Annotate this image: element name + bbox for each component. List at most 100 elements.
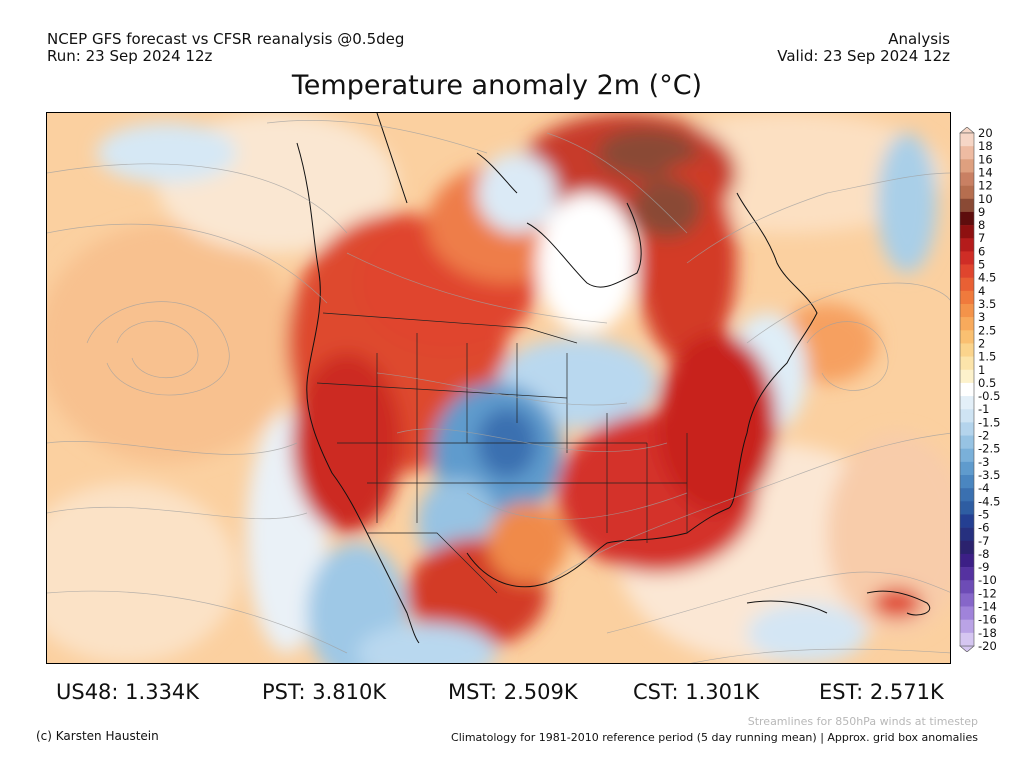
colorbar-swatch: [960, 553, 974, 568]
colorbar-label: -1: [978, 402, 989, 416]
colorbar-label: -8: [978, 547, 989, 561]
colorbar-frame: [959, 132, 975, 647]
regional-stats: US48: 1.334K PST: 3.810K MST: 2.509K CST…: [0, 679, 1024, 705]
colorbar-swatch: [960, 146, 974, 160]
colorbar-label: -12: [978, 586, 997, 600]
colorbar-swatch: [960, 369, 974, 384]
colorbar-swatch: [960, 619, 974, 634]
colorbar-swatch: [960, 356, 974, 371]
anomaly-map-graphic: [47, 113, 950, 663]
copyright: (c) Karsten Haustein: [36, 729, 159, 743]
colorbar-label: 3.5: [978, 297, 996, 311]
colorbar-label: 0.5: [978, 376, 996, 390]
colorbar-swatch: [960, 277, 974, 292]
colorbar-label: -16: [978, 613, 997, 627]
colorbar-label: -4.5: [978, 494, 1000, 508]
colorbar-label: -3.5: [978, 468, 1000, 482]
colorbar-label: -9: [978, 560, 989, 574]
colorbar-swatch: [960, 475, 974, 489]
model-description: NCEP GFS forecast vs CFSR reanalysis @0.…: [47, 30, 405, 48]
colorbar-swatch: [960, 172, 974, 186]
anomaly-field: [47, 113, 950, 663]
colorbar-swatch: [960, 211, 974, 226]
anomaly-map: [46, 112, 951, 664]
colorbar-label: 4.5: [978, 271, 996, 285]
colorbar-swatch: [960, 396, 974, 410]
colorbar-min-arrow: [959, 645, 975, 653]
colorbar-swatch: [960, 304, 974, 318]
analysis-label: Analysis: [888, 30, 950, 48]
colorbar-label: 5: [978, 258, 985, 272]
colorbar-swatch: [960, 225, 974, 239]
colorbar-label: 10: [978, 192, 993, 206]
colorbar-label: -7: [978, 534, 989, 548]
colorbar-swatch: [960, 185, 974, 200]
colorbar-label: 1: [978, 363, 985, 377]
colorbar-swatch: [960, 488, 974, 502]
coastlines: [296, 113, 930, 644]
colorbar-label: -2: [978, 429, 989, 443]
colorbar-swatch: [960, 593, 974, 607]
colorbar-label: 18: [978, 139, 993, 153]
stat-cst: CST: 1.301K: [633, 680, 760, 704]
colorbar-label: -10: [978, 573, 997, 587]
colorbar-swatch: [960, 632, 974, 647]
colorbar-swatch: [960, 343, 974, 357]
colorbar-swatch: [960, 448, 974, 463]
colorbar-label: 7: [978, 231, 985, 245]
stat-est: EST: 2.571K: [819, 680, 944, 704]
colorbar-label: -3: [978, 455, 989, 469]
colorbar-swatch: [960, 580, 974, 594]
colorbar-label: -14: [978, 600, 997, 614]
colorbar-label: 14: [978, 165, 993, 179]
colorbar-label: 3: [978, 310, 985, 324]
colorbar-label: 9: [978, 205, 985, 219]
colorbar-swatch: [960, 238, 974, 252]
run-time: Run: 23 Sep 2024 12z: [47, 47, 213, 65]
colorbar-label: -20: [978, 639, 997, 652]
streamlines: [47, 119, 950, 663]
colorbar-swatch: [960, 461, 974, 476]
colorbar-label: 6: [978, 244, 985, 258]
colorbar-swatch: [960, 133, 974, 147]
colorbar-swatch: [960, 567, 974, 581]
colorbar-max-arrow: [959, 126, 975, 134]
colorbar-label: 12: [978, 179, 993, 193]
political-borders: [316, 312, 688, 594]
colorbar-swatch: [960, 514, 974, 528]
valid-time: Valid: 23 Sep 2024 12z: [777, 47, 950, 65]
colorbar-swatch: [960, 317, 974, 331]
colorbar: 20 18 16 14 12 10 9 8 7 6 5 4.5 4 3.5 3 2.5 2 1.5 1 0.5 -0.5…: [958, 126, 1024, 653]
header-right: Analysis Valid: 23 Sep 2024 12z: [777, 31, 950, 65]
header-left: NCEP GFS forecast vs CFSR reanalysis @0.…: [47, 31, 404, 65]
colorbar-label: -0.5: [978, 389, 1000, 403]
colorbar-swatch: [960, 527, 974, 542]
colorbar-label: -5: [978, 507, 989, 521]
colorbar-swatch: [960, 409, 974, 423]
colorbar-swatch: [960, 159, 974, 173]
map-title: Temperature anomaly 2m (°C): [291, 70, 703, 101]
colorbar-swatch: [960, 330, 974, 344]
colorbar-label: 4: [978, 284, 985, 298]
colorbar-swatch: [960, 422, 974, 436]
colorbar-swatch: [960, 435, 974, 449]
colorbar-label: -2.5: [978, 442, 1000, 456]
streamlines-caption: Streamlines for 850hPa winds at timestep: [747, 715, 978, 728]
colorbar-swatch: [960, 251, 974, 265]
stat-us48: US48: 1.334K: [56, 680, 200, 704]
colorbar-label: 2.5: [978, 323, 996, 337]
colorbar-label: -1.5: [978, 415, 1000, 429]
colorbar-label: 8: [978, 218, 985, 232]
colorbar-swatch: [960, 382, 974, 397]
stat-mst: MST: 2.509K: [448, 680, 578, 704]
colorbar-graphic: 201816141210987654.543.532.521.510.5-0.5…: [959, 126, 1000, 653]
colorbar-swatch: [960, 264, 974, 278]
colorbar-swatch: [960, 540, 974, 555]
colorbar-label: -4: [978, 481, 989, 495]
colorbar-label: -6: [978, 521, 989, 535]
colorbar-swatch: [960, 606, 974, 620]
colorbar-label: 1.5: [978, 350, 996, 364]
colorbar-label: 16: [978, 152, 993, 166]
colorbar-swatch: [960, 198, 974, 213]
colorbar-swatch: [960, 290, 974, 305]
